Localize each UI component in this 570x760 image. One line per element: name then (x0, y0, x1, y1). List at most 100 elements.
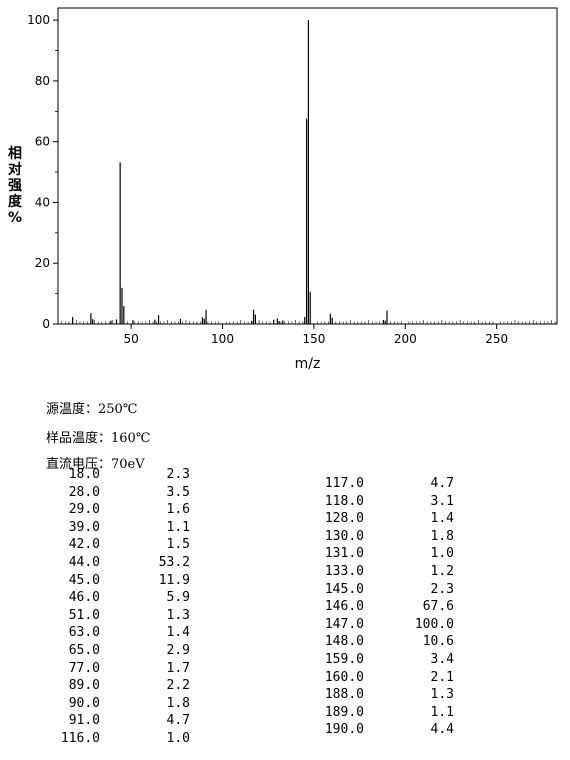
table-row: 39.0 1.1 (56, 519, 190, 537)
y-axis-label-char: 对 (8, 162, 22, 178)
intensity-value: 1.2 (430, 563, 454, 579)
intensity-value: 1.4 (166, 625, 190, 641)
intensity-value: 2.9 (166, 642, 190, 658)
table-row: 44.0 53.2 (56, 554, 190, 572)
mz-value: 18.0 (68, 467, 100, 482)
mz-value: 89.0 (68, 678, 100, 694)
mz-value: 90.0 (68, 695, 100, 711)
table-row: 42.0 1.5 (56, 536, 190, 554)
mz-value: 159.0 (324, 651, 364, 667)
x-tick-label: 250 (485, 332, 508, 346)
intensity-value: 1.4 (430, 511, 454, 527)
y-tick-label: 80 (35, 74, 50, 88)
table-row: 133.0 1.2 (320, 563, 454, 581)
dc-voltage: 直流电压：70eV (46, 457, 145, 472)
intensity-value: 2.3 (166, 467, 190, 482)
mz-value: 189.0 (324, 704, 364, 720)
mz-value: 28.0 (68, 484, 100, 500)
table-row: 147.0 100.0 (320, 616, 454, 634)
intensity-value: 1.5 (166, 537, 190, 553)
mz-value: 146.0 (324, 599, 364, 615)
table-row: 90.0 1.8 (56, 695, 190, 713)
intensity-value: 1.1 (430, 704, 454, 720)
table-row: 29.0 1.6 (56, 501, 190, 519)
intensity-value: 10.6 (422, 634, 454, 650)
table-row: 117.0 4.7 (320, 475, 454, 493)
mz-value: 133.0 (324, 563, 364, 579)
table-row: 65.0 2.9 (56, 642, 190, 660)
intensity-value: 1.8 (430, 528, 454, 544)
mz-value: 77.0 (68, 660, 100, 676)
mz-value: 190.0 (324, 722, 364, 738)
intensity-value: 1.8 (166, 695, 190, 711)
mz-value: 29.0 (68, 502, 100, 518)
table-row: 63.0 1.4 (56, 624, 190, 642)
table-row: 118.0 3.1 (320, 493, 454, 511)
mz-value: 65.0 (68, 642, 100, 658)
intensity-value: 1.1 (166, 519, 190, 535)
table-row: 188.0 1.3 (320, 686, 454, 704)
peak-table-left: 18.0 2.3 28.0 3.5 29.0 1.6 39.0 1.1 42.0 1.5 44.0 5… (56, 466, 190, 748)
y-tick-label: 20 (35, 256, 50, 270)
table-row: 148.0 10.6 (320, 633, 454, 651)
y-axis-label-char: 度 (8, 194, 22, 210)
intensity-value: 1.6 (166, 502, 190, 518)
intensity-value: 3.1 (430, 493, 454, 509)
table-row: 89.0 2.2 (56, 677, 190, 695)
table-row: 130.0 1.8 (320, 528, 454, 546)
y-tick-label: 60 (35, 135, 50, 149)
intensity-value: 3.5 (166, 484, 190, 500)
y-axis-label-char: 相 (8, 146, 22, 162)
mz-value: 160.0 (324, 669, 364, 685)
y-tick-label: 40 (35, 195, 50, 209)
mz-value: 188.0 (324, 687, 364, 703)
y-axis-label-char: 强 (8, 178, 22, 194)
table-row: 145.0 2.3 (320, 581, 454, 599)
mz-value: 91.0 (68, 713, 100, 729)
table-row: 18.0 2.3 (56, 466, 190, 484)
mz-value: 63.0 (68, 625, 100, 641)
intensity-value: 2.3 (430, 581, 454, 597)
mz-value: 116.0 (60, 730, 100, 746)
mz-value: 117.0 (324, 476, 364, 491)
intensity-value: 1.0 (166, 730, 190, 746)
table-row: 77.0 1.7 (56, 660, 190, 678)
mz-value: 118.0 (324, 493, 364, 509)
x-tick-label: 50 (123, 332, 138, 346)
mz-value: 44.0 (68, 554, 100, 570)
plot-frame (57, 7, 558, 325)
intensity-value: 5.9 (166, 590, 190, 606)
table-row: 146.0 67.6 (320, 598, 454, 616)
table-row: 51.0 1.3 (56, 607, 190, 625)
mass-spectrum-chart: 50 100 150 200 250 0 20 40 60 80 100 m/z (27, 7, 558, 372)
intensity-value: 4.7 (166, 713, 190, 729)
sample-temperature: 样品温度：160℃ (46, 431, 151, 446)
mz-value: 145.0 (324, 581, 364, 597)
intensity-value: 67.6 (422, 599, 454, 615)
y-tick-label: 0 (42, 317, 50, 331)
x-axis-label: m/z (295, 356, 321, 372)
table-row: 28.0 3.5 (56, 484, 190, 502)
mz-value: 51.0 (68, 607, 100, 623)
y-axis-label: 相对强度% (6, 146, 24, 226)
mz-value: 45.0 (68, 572, 100, 588)
intensity-value: 3.4 (430, 651, 454, 667)
y-tick-label: 100 (27, 13, 50, 27)
table-row: 46.0 5.9 (56, 589, 190, 607)
intensity-value: 2.2 (166, 678, 190, 694)
x-tick-label: 100 (211, 332, 234, 346)
table-row: 189.0 1.1 (320, 704, 454, 722)
x-tick-label: 200 (394, 332, 417, 346)
peak-table-right: 117.0 4.7 118.0 3.1 128.0 1.4 130.0 1.8 131.0 1.0… (320, 475, 454, 739)
mz-value: 131.0 (324, 546, 364, 562)
y-axis-label-char: % (7, 210, 23, 226)
mz-value: 130.0 (324, 528, 364, 544)
table-row: 128.0 1.4 (320, 510, 454, 528)
intensity-value: 1.3 (166, 607, 190, 623)
table-row: 45.0 11.9 (56, 572, 190, 590)
intensity-value: 1.0 (430, 546, 454, 562)
table-row: 116.0 1.0 (56, 730, 190, 748)
table-row: 91.0 4.7 (56, 712, 190, 730)
intensity-value: 4.4 (430, 722, 454, 738)
mz-value: 46.0 (68, 590, 100, 606)
